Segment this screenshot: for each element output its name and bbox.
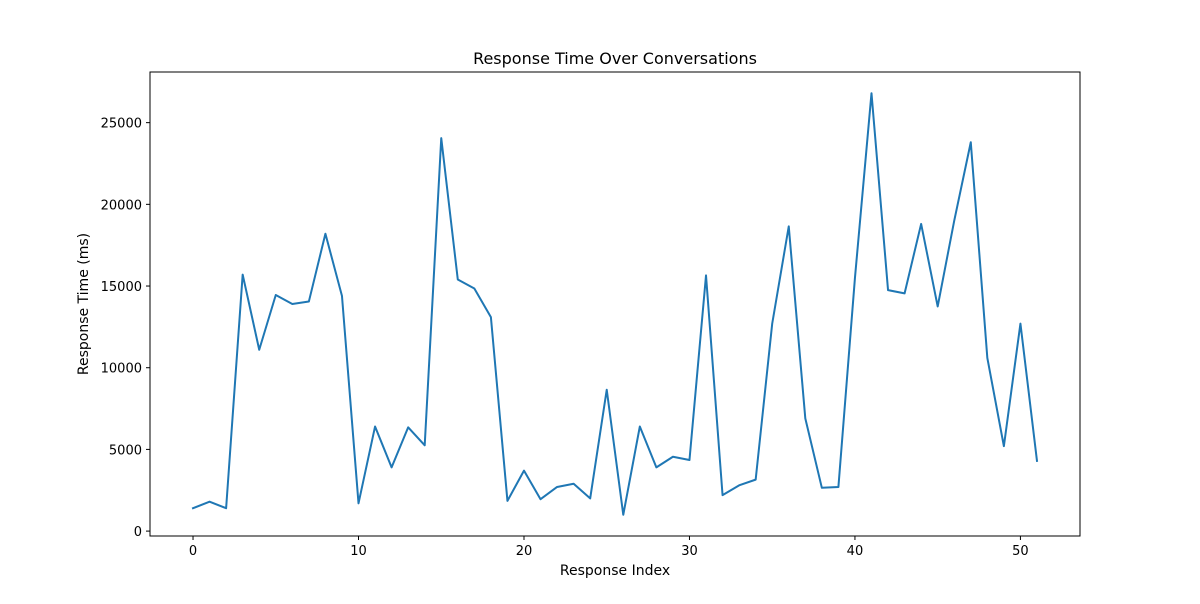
x-tick-label: 10 <box>350 544 367 559</box>
response-time-series-line <box>191 92 1039 516</box>
x-tick-label: 50 <box>1012 544 1029 559</box>
y-tick-label: 0 <box>134 525 142 540</box>
y-tick-label: 15000 <box>101 280 142 295</box>
ticks-group: 0 10 20 30 40 50 0 5000 10000 15000 20000 25000 <box>101 117 1029 559</box>
y-axis-label: Response Time (ms) <box>76 233 92 375</box>
x-tick-label: 30 <box>681 544 698 559</box>
lines-group <box>191 92 1039 516</box>
chart-title: Response Time Over Conversations <box>473 49 757 68</box>
x-axis-label: Response Index <box>560 563 670 579</box>
y-tick-label: 5000 <box>109 443 142 458</box>
x-tick-label: 40 <box>847 544 864 559</box>
y-tick-label: 10000 <box>101 362 142 377</box>
x-tick-label: 20 <box>516 544 533 559</box>
x-tick-label: 0 <box>189 544 197 559</box>
y-tick-label: 20000 <box>101 198 142 213</box>
y-tick-label: 25000 <box>101 117 142 132</box>
plot-frame <box>149 71 1081 537</box>
